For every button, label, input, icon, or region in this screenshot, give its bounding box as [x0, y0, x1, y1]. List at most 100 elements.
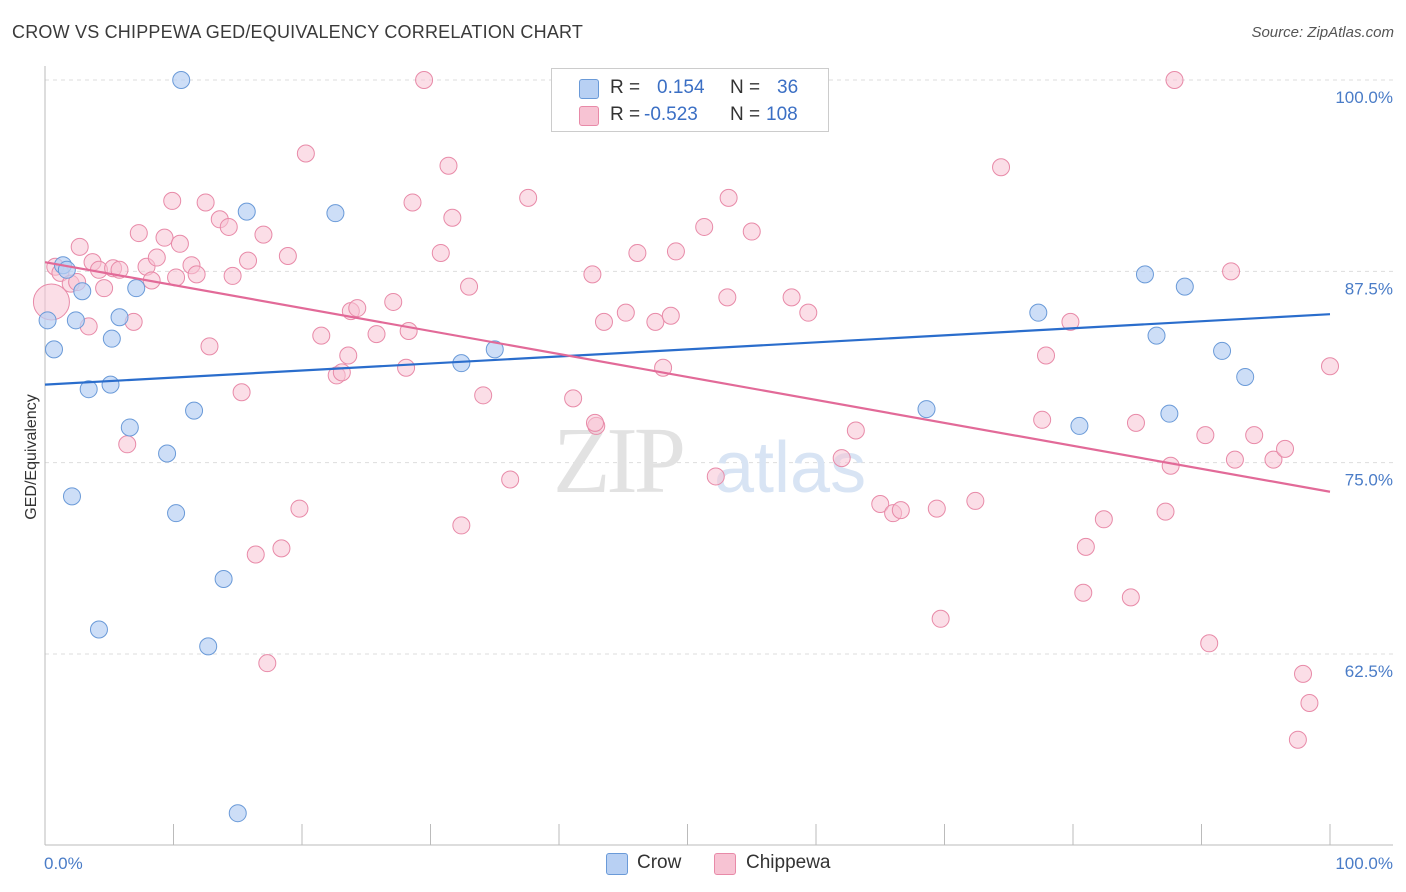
chippewa-point: [219, 217, 238, 236]
chippewa-point: [564, 389, 583, 408]
crow-point: [1029, 303, 1048, 322]
chippewa-point: [931, 609, 950, 628]
crow-point: [214, 569, 233, 588]
chippewa-point: [992, 158, 1011, 177]
chippewa-point: [1161, 456, 1180, 475]
chippewa-point: [742, 222, 761, 241]
chippewa-point: [1321, 357, 1339, 376]
bottom-legend-chippewa: Chippewa: [746, 852, 831, 873]
chippewa-point: [239, 251, 258, 270]
chippewa-point: [1300, 693, 1319, 712]
chippewa-point: [695, 217, 714, 236]
crow-trend-line: [44, 313, 1331, 386]
legend-n-label: N =: [730, 77, 761, 98]
chippewa-point: [891, 501, 910, 520]
crow-point: [1175, 277, 1194, 296]
crow-point: [167, 504, 186, 523]
crow-point: [66, 311, 85, 330]
chippewa-point: [1076, 537, 1095, 556]
chippewa-point: [397, 358, 416, 377]
crow-point: [199, 637, 218, 656]
chippewa-point: [799, 303, 818, 322]
crow-point: [57, 260, 76, 279]
chippewa-point: [1264, 450, 1283, 469]
legend-swatch-crow: [579, 79, 599, 99]
chippewa-trend-line: [44, 261, 1331, 493]
trend-lines: [44, 261, 1331, 493]
chippewa-point: [118, 435, 137, 454]
chippewa-point: [1094, 510, 1113, 529]
chippewa-point: [661, 306, 680, 325]
bottom-legend-swatch-crow: [606, 853, 628, 875]
crow-point: [62, 487, 81, 506]
y-tick-label: 100.0%: [1335, 88, 1393, 107]
bottom-legend-swatch-chippewa: [714, 853, 736, 875]
legend-row-chippewa: R = -0.523 N = 108: [552, 102, 828, 128]
chippewa-point: [1126, 413, 1145, 432]
chippewa-point: [272, 539, 291, 558]
chippewa-point: [718, 288, 737, 307]
crow-point: [185, 401, 204, 420]
chippewa-point: [594, 312, 613, 331]
chippewa-point: [403, 193, 422, 212]
tick-labels: 62.5% 75.0% 87.5% 100.0% 0.0% 100.0%: [44, 88, 1393, 873]
source-label: Source: ZipAtlas.com: [1251, 24, 1394, 41]
axes: [44, 66, 1393, 846]
crow-point: [1213, 341, 1232, 360]
legend-r-label: R =: [610, 77, 641, 98]
chippewa-point: [460, 277, 479, 296]
chippewa-point: [339, 346, 358, 365]
chippewa-point: [782, 288, 801, 307]
chippewa-point: [431, 243, 450, 262]
watermark: ZIP atlas: [553, 409, 866, 513]
chippewa-point: [278, 247, 297, 266]
chippewa-point: [519, 188, 538, 207]
chippewa-point: [719, 188, 738, 207]
chippewa-point: [846, 421, 865, 440]
chippewa-point: [223, 266, 242, 285]
chippewa-point: [927, 499, 946, 518]
chippewa-point: [1061, 312, 1080, 331]
chippewa-point: [348, 299, 367, 318]
crow-point: [127, 279, 146, 298]
chippewa-point: [70, 237, 89, 256]
chippewa-point: [1222, 262, 1241, 281]
chippewa-point: [1196, 426, 1215, 445]
chippewa-point: [415, 71, 434, 89]
x-tick-label: 100.0%: [1335, 854, 1393, 873]
crow-point: [110, 308, 129, 327]
crow-point: [79, 380, 98, 399]
chippewa-points: [32, 71, 1339, 749]
chippewa-point: [1165, 71, 1184, 89]
chippewa-point: [170, 234, 189, 253]
crow-point: [38, 311, 57, 330]
crow-point: [1236, 367, 1255, 386]
chippewa-point: [1074, 583, 1093, 602]
legend-box: R = 0.154 N = 36 R = -0.523 N = 108: [551, 68, 829, 132]
crow-point: [237, 202, 256, 221]
crow-point: [326, 204, 345, 223]
chippewa-point: [200, 337, 219, 356]
crow-point: [1135, 265, 1154, 284]
bottom-legend-crow: Crow: [637, 852, 682, 873]
chippewa-point: [384, 292, 403, 311]
chippewa-point: [832, 449, 851, 468]
chippewa-point: [501, 470, 520, 489]
crow-point: [89, 620, 108, 639]
x-tick-label: 0.0%: [44, 854, 83, 873]
chippewa-point: [258, 654, 277, 673]
chippewa-point: [232, 383, 251, 402]
chippewa-point: [1276, 439, 1295, 458]
crow-point: [172, 71, 191, 89]
legend-n-label: N =: [730, 104, 761, 125]
crow-points: [38, 71, 1255, 823]
legend-row-crow: R = 0.154 N = 36: [552, 75, 828, 101]
legend-n-value: 108: [766, 104, 798, 125]
chippewa-point: [585, 413, 604, 432]
chart-title: CROW VS CHIPPEWA GED/EQUIVALENCY CORRELA…: [12, 22, 584, 42]
watermark-atlas: atlas: [714, 428, 866, 508]
chippewa-point: [163, 191, 182, 210]
crow-point: [158, 444, 177, 463]
crow-point: [73, 282, 92, 301]
